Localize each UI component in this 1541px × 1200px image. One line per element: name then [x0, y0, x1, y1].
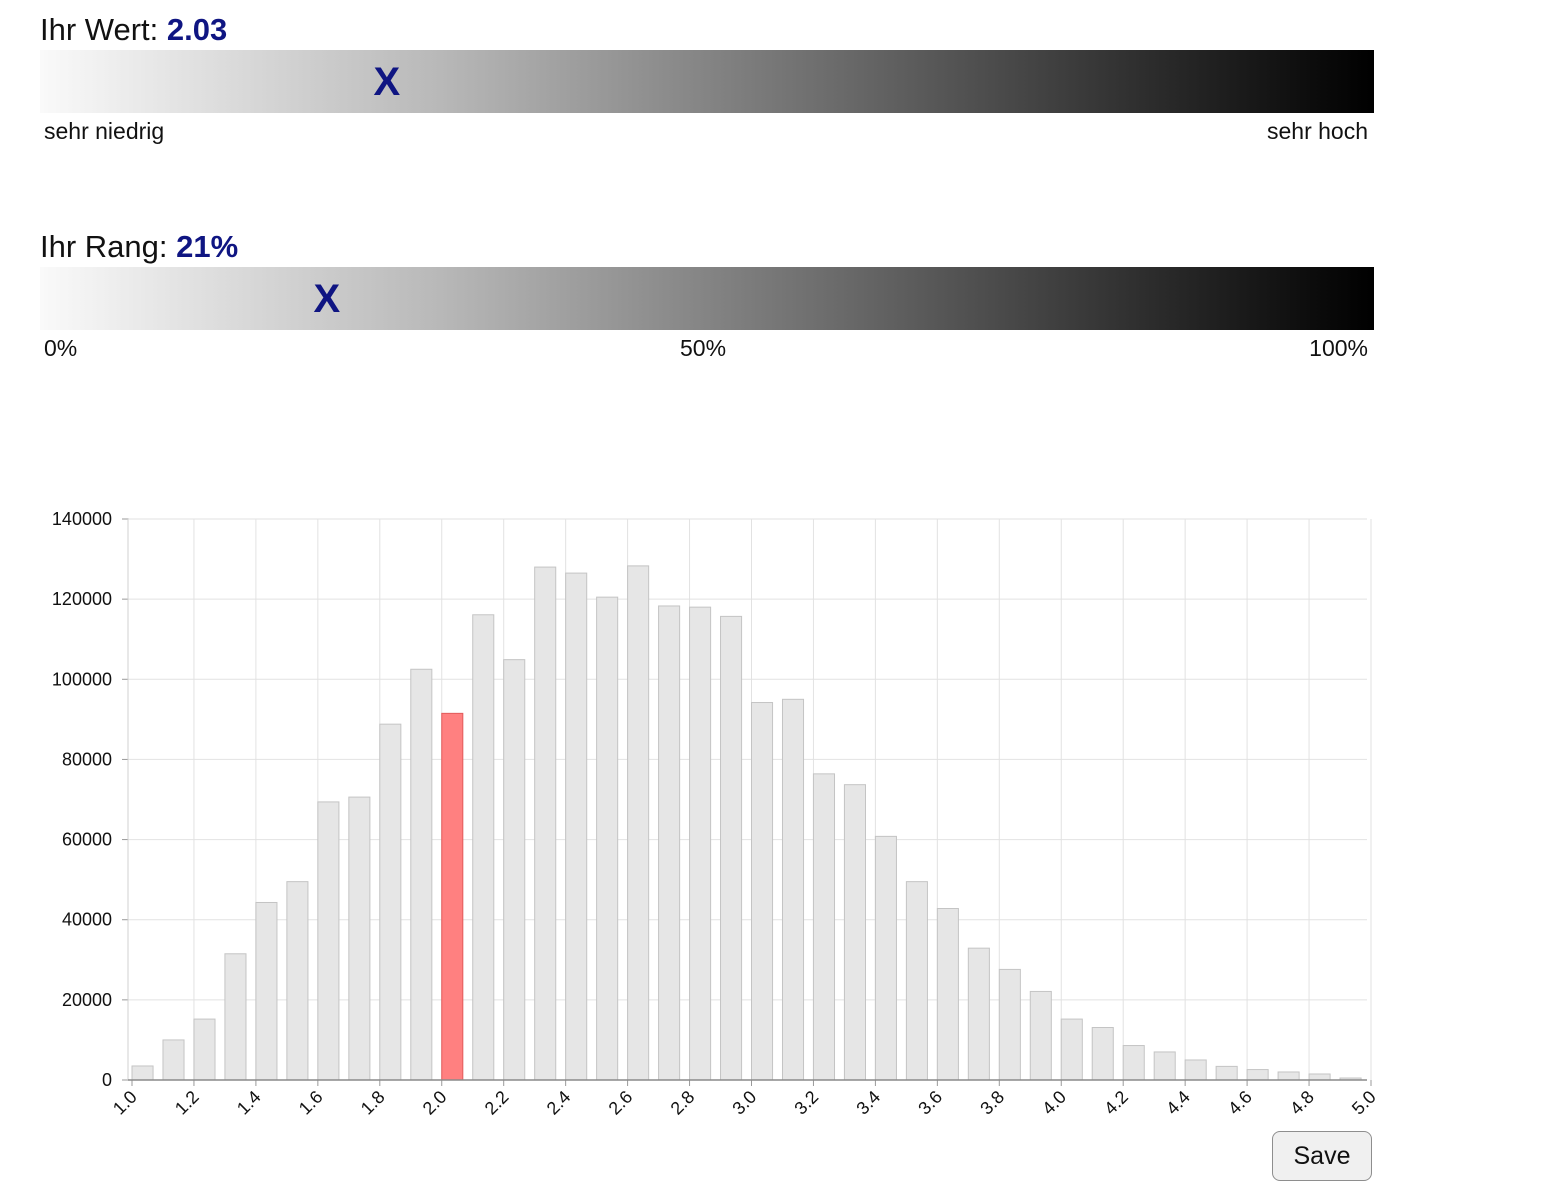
- x-tick-label: 3.0: [728, 1087, 760, 1119]
- histogram-bar: [751, 702, 774, 1081]
- histogram-bar: [193, 1018, 216, 1081]
- x-tick-label: 3.4: [852, 1087, 884, 1119]
- histogram-bar: [596, 596, 619, 1081]
- histogram-bar: [1277, 1071, 1300, 1081]
- x-tick-label: 2.2: [481, 1087, 513, 1119]
- histogram-bar: [503, 659, 526, 1081]
- histogram-bar: [720, 615, 743, 1081]
- histogram-bar: [689, 606, 712, 1081]
- rank-label-50: 50%: [680, 335, 727, 361]
- rank-gradient-bar: X: [40, 267, 1374, 330]
- x-tick-label: 1.4: [233, 1087, 265, 1119]
- histogram-bar: [534, 566, 557, 1081]
- x-tick-label: 2.8: [667, 1087, 699, 1119]
- x-tick-label: 5.0: [1348, 1087, 1380, 1119]
- histogram-bar: [1215, 1065, 1238, 1081]
- x-tick-label: 1.8: [357, 1087, 389, 1119]
- y-tick-label: 40000: [62, 910, 112, 930]
- x-tick-label: 4.2: [1100, 1087, 1132, 1119]
- histogram-bar: [472, 614, 495, 1081]
- histogram-bar: [1153, 1051, 1176, 1081]
- x-tick-label: 4.0: [1038, 1087, 1070, 1119]
- histogram-bar: [1184, 1059, 1207, 1081]
- histogram-bar: [286, 881, 309, 1081]
- rank-title: Ihr Rang: 21%: [40, 229, 1374, 265]
- x-tick-label: 1.0: [109, 1087, 141, 1119]
- y-tick-label: 100000: [52, 669, 112, 689]
- rank-number: 21%: [176, 229, 239, 264]
- value-scale-labels: sehr niedrig sehr hoch: [40, 113, 1374, 147]
- histogram-bar: [348, 796, 371, 1081]
- y-tick-label: 140000: [52, 509, 112, 529]
- y-tick-label: 120000: [52, 589, 112, 609]
- histogram-bar: [224, 953, 247, 1081]
- histogram-bar: [1308, 1073, 1331, 1081]
- rank-label-100: 100%: [1309, 335, 1368, 361]
- x-tick-label: 3.6: [914, 1087, 946, 1119]
- histogram-bar: [317, 801, 340, 1081]
- histogram-chart: 0 20000 40000 60000 80000 100000 120000 140000 1…: [52, 509, 1380, 1119]
- rank-label: Ihr Rang:: [40, 229, 168, 264]
- value-min-label: sehr niedrig: [44, 118, 165, 144]
- histogram-bar: [936, 907, 959, 1081]
- histogram-bar: [565, 572, 588, 1081]
- histogram-bar: [131, 1065, 154, 1081]
- histogram-bar: [1122, 1045, 1145, 1081]
- x-tick-label: 1.2: [171, 1087, 203, 1119]
- value-number: 2.03: [166, 12, 228, 47]
- histogram-bar: [812, 773, 836, 1081]
- histogram-bar: [843, 784, 866, 1081]
- histogram-bar: [410, 668, 433, 1081]
- save-button[interactable]: Save: [1272, 1131, 1372, 1181]
- histogram-bar-highlighted: [441, 712, 464, 1081]
- x-tick-label: 2.4: [543, 1087, 575, 1119]
- value-max-label: sehr hoch: [1266, 118, 1368, 144]
- x-tick-label: 2.6: [605, 1087, 637, 1119]
- histogram-bar: [998, 968, 1021, 1081]
- x-tick-label: 2.0: [419, 1087, 451, 1119]
- rank-scale: Ihr Rang: 21% X 0% 50% 100%: [40, 229, 1374, 364]
- histogram-bar: [1060, 1018, 1083, 1081]
- histogram-bar: [967, 947, 990, 1081]
- histogram-bar: [627, 565, 650, 1081]
- y-tick-label: 0: [102, 1070, 112, 1090]
- histogram-bar: [379, 723, 402, 1081]
- histogram-bar: [162, 1039, 185, 1081]
- x-tick-label: 3.2: [790, 1087, 822, 1119]
- histogram-bar: [1091, 1027, 1114, 1081]
- y-tick-label: 80000: [62, 749, 112, 769]
- histogram-bar: [658, 605, 681, 1081]
- histogram-bar: [781, 698, 805, 1081]
- histogram-bar: [255, 901, 278, 1081]
- y-tick-label: 20000: [62, 990, 112, 1010]
- x-tick-label: 4.6: [1224, 1087, 1256, 1119]
- x-tick-label: 1.6: [295, 1087, 327, 1119]
- x-tick-label: 4.8: [1286, 1087, 1318, 1119]
- rank-marker: X: [313, 276, 341, 321]
- value-title: Ihr Wert: 2.03: [40, 12, 1374, 48]
- histogram-bar: [905, 881, 928, 1081]
- x-tick-label: 3.8: [976, 1087, 1008, 1119]
- value-scale: Ihr Wert: 2.03 X sehr niedrig sehr hoch: [40, 12, 1374, 147]
- rank-label-0: 0%: [44, 335, 78, 361]
- value-gradient-bar: X: [40, 50, 1374, 113]
- y-tick-label: 60000: [62, 830, 112, 850]
- x-tick-label: 4.4: [1162, 1087, 1194, 1119]
- value-marker: X: [373, 59, 401, 104]
- value-label: Ihr Wert:: [40, 12, 159, 47]
- histogram-bar: [874, 835, 897, 1081]
- rank-scale-labels: 0% 50% 100%: [40, 330, 1374, 364]
- histogram-bar: [1246, 1069, 1269, 1081]
- histogram-bar: [1029, 990, 1052, 1081]
